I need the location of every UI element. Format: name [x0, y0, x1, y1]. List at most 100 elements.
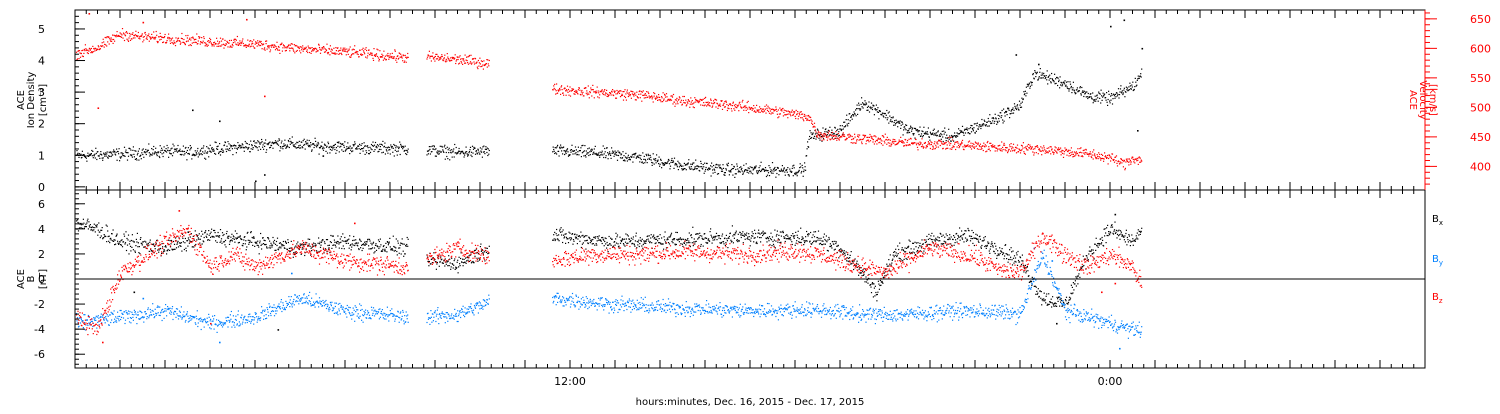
data-point — [772, 168, 775, 170]
data-point — [250, 140, 252, 142]
data-point — [621, 94, 624, 96]
data-point — [681, 168, 683, 170]
data-point — [629, 94, 631, 96]
data-point — [174, 42, 176, 44]
data-point — [428, 265, 430, 267]
data-point — [475, 252, 477, 254]
data-point — [404, 60, 406, 62]
data-point — [146, 38, 148, 40]
data-point — [288, 146, 290, 149]
data-point — [455, 60, 457, 62]
data-point — [943, 142, 945, 144]
data-point — [317, 251, 319, 253]
data-point — [720, 170, 723, 172]
data-point — [622, 243, 625, 245]
data-point — [612, 152, 614, 154]
data-point — [261, 141, 263, 143]
data-point — [712, 103, 714, 105]
data-point — [318, 237, 320, 239]
data-point — [1059, 87, 1061, 89]
data-point — [121, 246, 124, 248]
data-point — [186, 240, 188, 242]
data-point — [557, 239, 559, 241]
data-point — [227, 237, 230, 239]
data-point — [953, 135, 955, 137]
data-point — [442, 149, 444, 151]
data-point — [468, 54, 471, 57]
data-point — [130, 33, 132, 35]
data-point — [472, 58, 475, 60]
data-point — [596, 153, 598, 156]
data-point — [1075, 92, 1077, 94]
data-point — [115, 35, 117, 37]
data-point — [595, 92, 597, 94]
data-point — [853, 137, 855, 140]
data-point — [631, 242, 633, 244]
data-point — [628, 94, 630, 96]
data-point — [182, 150, 184, 153]
data-point — [650, 237, 652, 239]
data-point — [726, 103, 728, 106]
data-point — [466, 56, 468, 58]
data-point — [810, 132, 812, 134]
data-point — [187, 34, 189, 37]
data-point — [627, 242, 629, 244]
data-point — [79, 223, 81, 225]
data-point — [609, 243, 611, 245]
data-point — [469, 149, 471, 151]
data-point — [899, 140, 901, 142]
data-point — [279, 242, 281, 244]
data-point — [275, 141, 278, 143]
data-point — [247, 39, 249, 41]
data-point — [332, 148, 334, 150]
data-point — [849, 134, 851, 136]
data-point — [911, 130, 913, 132]
data-point — [261, 138, 263, 141]
data-point — [665, 100, 667, 102]
data-point — [1111, 94, 1113, 96]
data-point — [1046, 152, 1048, 154]
data-point — [903, 145, 905, 147]
data-point — [377, 49, 379, 51]
data-point — [833, 133, 835, 135]
data-point — [251, 145, 253, 147]
data-point — [704, 170, 706, 172]
data-point — [889, 115, 891, 117]
data-point — [180, 242, 182, 244]
data-point — [207, 147, 209, 149]
data-point — [1087, 97, 1089, 100]
data-point — [297, 142, 299, 144]
data-point — [749, 166, 751, 168]
data-point — [701, 167, 703, 169]
data-point — [628, 159, 630, 161]
data-point — [575, 152, 577, 154]
data-point — [893, 142, 895, 144]
data-point — [348, 247, 350, 249]
data-point — [249, 46, 251, 48]
data-point — [210, 151, 212, 153]
data-point — [318, 250, 320, 253]
data-point — [392, 57, 394, 59]
data-point — [142, 36, 144, 38]
data-point — [1133, 159, 1135, 161]
data-point — [1011, 108, 1014, 111]
data-point — [610, 92, 612, 95]
data-point — [1098, 91, 1100, 93]
data-point — [126, 152, 128, 154]
data-point — [552, 151, 554, 153]
data-point — [651, 164, 653, 166]
data-point — [770, 108, 773, 110]
data-point — [309, 144, 311, 147]
data-point — [296, 147, 298, 149]
data-point — [208, 230, 210, 232]
data-point — [1043, 147, 1045, 149]
data-point — [931, 142, 933, 144]
data-point — [171, 147, 173, 149]
data-point — [335, 241, 337, 243]
data-point — [590, 240, 592, 243]
data-point — [668, 163, 671, 165]
data-point — [971, 127, 973, 130]
data-point — [220, 40, 223, 42]
data-point — [634, 92, 636, 94]
data-point — [354, 141, 356, 143]
